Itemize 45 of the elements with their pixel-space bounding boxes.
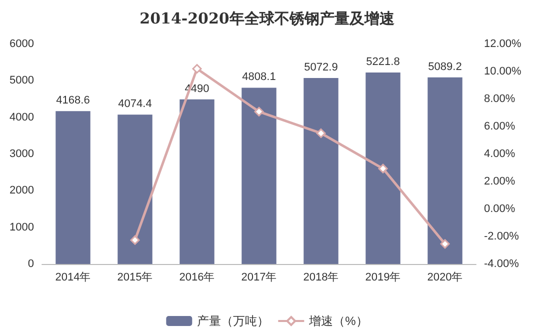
y2-tick-label: -4.00% xyxy=(484,258,520,270)
x-tick-label: 2019年 xyxy=(365,272,401,284)
x-tick-label: 2014年 xyxy=(55,272,91,284)
y2-tick-label: 0.00% xyxy=(484,203,516,215)
legend-label: 产量（万吨） xyxy=(197,314,270,328)
bar xyxy=(56,111,90,264)
x-tick-label: 2020年 xyxy=(427,272,463,284)
bar xyxy=(242,88,276,264)
y-tick-label: 6000 xyxy=(10,38,34,50)
point xyxy=(130,235,140,245)
point xyxy=(378,164,388,174)
y2-tick-label: 12.00% xyxy=(484,38,522,50)
y-tick-label: 2000 xyxy=(10,184,34,197)
point xyxy=(316,128,326,138)
bar xyxy=(304,78,338,264)
bar xyxy=(428,77,462,264)
y2-tick-label: 10.00% xyxy=(484,66,522,78)
data-label: 4168.6 xyxy=(56,94,90,107)
bar xyxy=(118,114,152,264)
y-tick-label: 3000 xyxy=(10,148,34,160)
legend-label: 增速（%） xyxy=(308,314,368,328)
y2-tick-label: 8.00% xyxy=(484,93,516,105)
point xyxy=(254,106,264,116)
y2-tick-label: 4.00% xyxy=(484,148,516,160)
data-label: 4074.4 xyxy=(118,98,152,110)
y-tick-label: 5000 xyxy=(10,74,34,87)
x-tick-label: 2016年 xyxy=(179,272,215,284)
y2-tick-label: 2.00% xyxy=(484,176,516,188)
y-tick-label: 4000 xyxy=(10,111,34,124)
y-tick-label: 0 xyxy=(28,258,34,270)
y2-tick-label: -2.00% xyxy=(484,230,520,242)
point xyxy=(192,64,202,74)
bar xyxy=(180,99,214,264)
y-tick-label: 1000 xyxy=(10,221,34,234)
data-label: 5072.9 xyxy=(304,61,338,74)
data-label: 5221.8 xyxy=(366,56,400,68)
y2-tick-label: 6.00% xyxy=(484,120,516,132)
chart-title: 2014-2020年全球不锈钢产量及增速 xyxy=(140,10,396,28)
x-tick-label: 2017年 xyxy=(241,272,277,284)
data-label: 5089.2 xyxy=(428,60,462,73)
x-tick-label: 2015年 xyxy=(117,272,153,284)
point xyxy=(440,239,450,249)
x-tick-label: 2018年 xyxy=(303,272,339,284)
data-label: 4808.1 xyxy=(242,71,276,84)
bar xyxy=(366,72,400,264)
